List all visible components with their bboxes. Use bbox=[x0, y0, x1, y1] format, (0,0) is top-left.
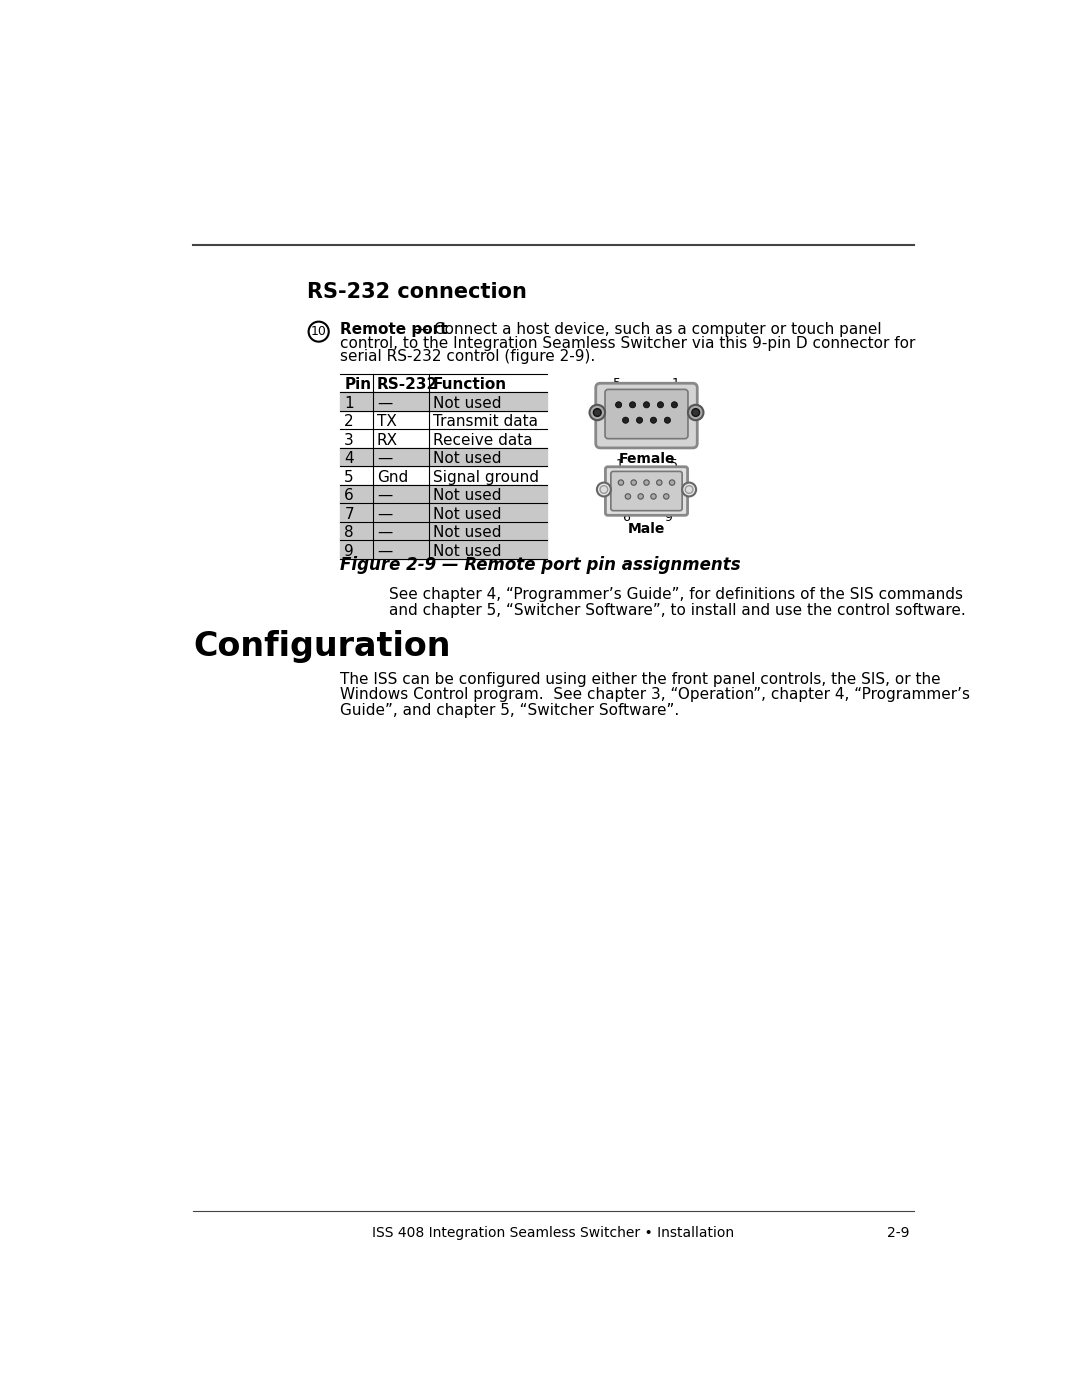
Text: serial RS-232 control (figure 2-9).: serial RS-232 control (figure 2-9). bbox=[340, 349, 596, 365]
Text: The ISS can be configured using either the front panel controls, the SIS, or the: The ISS can be configured using either t… bbox=[340, 672, 941, 687]
Bar bbox=[340, 448, 546, 467]
Circle shape bbox=[657, 481, 662, 485]
Text: Not used: Not used bbox=[433, 488, 501, 503]
Text: RX: RX bbox=[377, 433, 397, 447]
FancyBboxPatch shape bbox=[596, 383, 698, 448]
Text: 5: 5 bbox=[345, 469, 354, 485]
Circle shape bbox=[658, 402, 663, 408]
Circle shape bbox=[593, 409, 602, 416]
Bar bbox=[340, 541, 546, 559]
Text: Not used: Not used bbox=[433, 543, 501, 559]
Bar bbox=[340, 522, 546, 541]
Text: —: — bbox=[377, 451, 392, 467]
Text: control, to the Integration Seamless Switcher via this 9-pin D connector for: control, to the Integration Seamless Swi… bbox=[340, 335, 916, 351]
Text: Function: Function bbox=[433, 377, 507, 393]
Text: Not used: Not used bbox=[433, 395, 501, 411]
Text: 9: 9 bbox=[620, 439, 627, 451]
Text: —: — bbox=[377, 525, 392, 541]
Text: Not used: Not used bbox=[433, 525, 501, 541]
Text: 1: 1 bbox=[616, 458, 623, 471]
Text: Gnd: Gnd bbox=[377, 469, 408, 485]
Circle shape bbox=[590, 405, 605, 420]
Circle shape bbox=[616, 402, 622, 408]
Text: 2-9: 2-9 bbox=[888, 1227, 910, 1241]
Text: —: — bbox=[377, 395, 392, 411]
Text: —: — bbox=[377, 507, 392, 521]
Text: 7: 7 bbox=[345, 507, 354, 521]
Circle shape bbox=[685, 486, 693, 493]
Circle shape bbox=[636, 418, 643, 423]
Circle shape bbox=[683, 482, 697, 496]
FancyBboxPatch shape bbox=[606, 467, 688, 515]
Text: Configuration: Configuration bbox=[193, 630, 450, 662]
Text: 5: 5 bbox=[670, 458, 677, 471]
Text: Male: Male bbox=[627, 522, 665, 536]
Text: 9: 9 bbox=[664, 511, 672, 524]
Text: Pin: Pin bbox=[345, 377, 372, 393]
Circle shape bbox=[650, 418, 657, 423]
Bar bbox=[340, 485, 546, 503]
Text: Windows Control program.  See chapter 3, “Operation”, chapter 4, “Programmer’s: Windows Control program. See chapter 3, … bbox=[340, 687, 970, 703]
Text: 5: 5 bbox=[613, 377, 621, 390]
Text: ISS 408 Integration Seamless Switcher • Installation: ISS 408 Integration Seamless Switcher • … bbox=[373, 1227, 734, 1241]
Text: 1: 1 bbox=[672, 377, 680, 390]
Text: TX: TX bbox=[377, 415, 396, 429]
Circle shape bbox=[670, 481, 675, 485]
Text: 6: 6 bbox=[622, 511, 631, 524]
Text: Not used: Not used bbox=[433, 507, 501, 521]
Text: 2: 2 bbox=[345, 415, 354, 429]
Circle shape bbox=[638, 493, 644, 499]
Circle shape bbox=[631, 481, 636, 485]
Circle shape bbox=[600, 486, 608, 493]
FancyBboxPatch shape bbox=[605, 390, 688, 439]
Circle shape bbox=[644, 402, 649, 408]
Text: Transmit data: Transmit data bbox=[433, 415, 538, 429]
Circle shape bbox=[625, 493, 631, 499]
Circle shape bbox=[630, 402, 636, 408]
Text: — Connect a host device, such as a computer or touch panel: — Connect a host device, such as a compu… bbox=[408, 321, 881, 337]
FancyBboxPatch shape bbox=[611, 471, 683, 511]
Circle shape bbox=[644, 481, 649, 485]
Text: Signal ground: Signal ground bbox=[433, 469, 539, 485]
Text: 4: 4 bbox=[345, 451, 354, 467]
Text: Figure 2-9 — Remote port pin assignments: Figure 2-9 — Remote port pin assignments bbox=[340, 556, 741, 574]
Bar bbox=[340, 503, 546, 522]
Text: 1: 1 bbox=[345, 395, 354, 411]
Circle shape bbox=[651, 493, 657, 499]
Text: Receive data: Receive data bbox=[433, 433, 532, 447]
Circle shape bbox=[664, 418, 671, 423]
Bar bbox=[340, 393, 546, 411]
Text: and chapter 5, “Switcher Software”, to install and use the control software.: and chapter 5, “Switcher Software”, to i… bbox=[389, 602, 966, 617]
Text: RS-232: RS-232 bbox=[377, 377, 438, 393]
Text: —: — bbox=[377, 488, 392, 503]
Text: See chapter 4, “Programmer’s Guide”, for definitions of the SIS commands: See chapter 4, “Programmer’s Guide”, for… bbox=[389, 587, 963, 602]
Circle shape bbox=[618, 481, 623, 485]
Text: —: — bbox=[377, 543, 392, 559]
Circle shape bbox=[622, 418, 629, 423]
Text: Guide”, and chapter 5, “Switcher Software”.: Guide”, and chapter 5, “Switcher Softwar… bbox=[340, 703, 679, 718]
Circle shape bbox=[597, 482, 611, 496]
Text: RS-232 connection: RS-232 connection bbox=[307, 282, 527, 302]
Circle shape bbox=[688, 405, 703, 420]
Circle shape bbox=[672, 402, 677, 408]
Circle shape bbox=[663, 493, 669, 499]
Text: 3: 3 bbox=[345, 433, 354, 447]
Text: 8: 8 bbox=[345, 525, 354, 541]
Text: 10: 10 bbox=[311, 326, 326, 338]
Text: 9: 9 bbox=[345, 543, 354, 559]
Text: 6: 6 bbox=[345, 488, 354, 503]
Text: Remote port: Remote port bbox=[340, 321, 448, 337]
Text: Female: Female bbox=[618, 451, 675, 465]
Circle shape bbox=[692, 409, 700, 416]
Text: Not used: Not used bbox=[433, 451, 501, 467]
Text: 6: 6 bbox=[665, 439, 673, 451]
